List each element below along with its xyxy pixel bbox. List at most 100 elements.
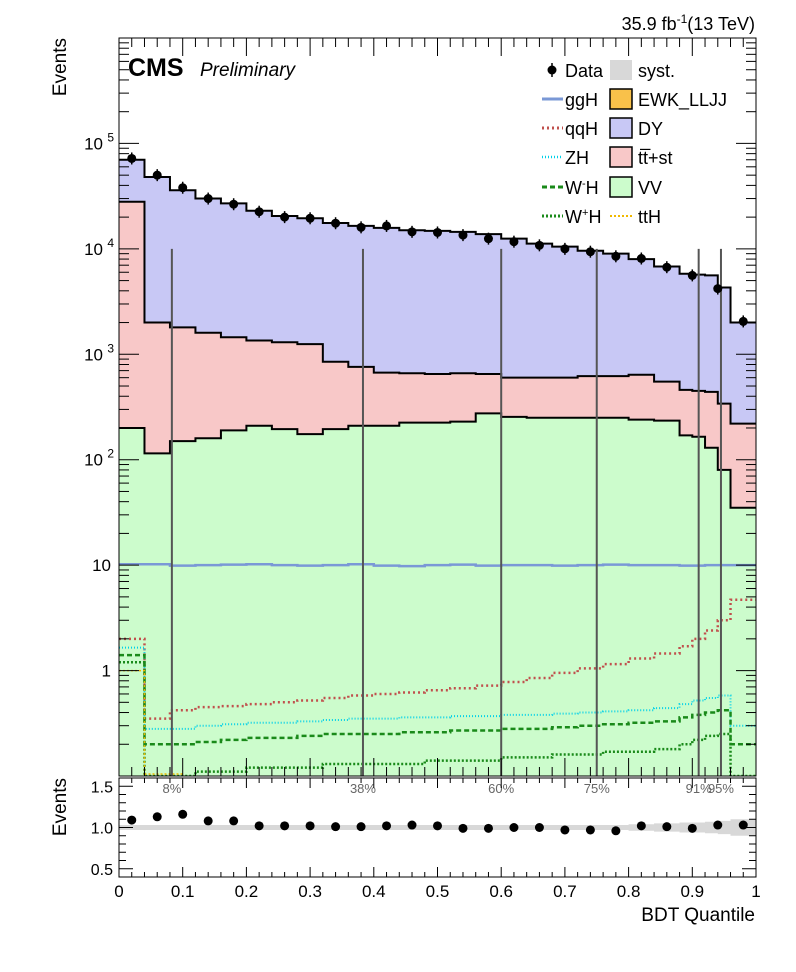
lumi-energy: (13 TeV) bbox=[687, 14, 755, 34]
ratio-point bbox=[152, 812, 162, 822]
vv-fill bbox=[119, 413, 756, 776]
ratio-point bbox=[407, 820, 417, 830]
legend-data-label: Data bbox=[565, 61, 604, 81]
ratio-point bbox=[305, 821, 315, 831]
ratio-point bbox=[178, 809, 188, 819]
legend-wph-label: W+H bbox=[565, 207, 601, 227]
ratio-plot: 0 0.1 0.2 0.3 0.4 0.5 0.6 0.7 0.8 0.9 1 0.5 1.0 1.5 bbox=[91, 777, 761, 901]
legend-syst-label: syst. bbox=[638, 61, 675, 81]
ratio-point bbox=[738, 820, 748, 830]
ratio-point bbox=[203, 816, 213, 826]
cms-label: CMS bbox=[128, 54, 184, 82]
lumi-exponent: -1 bbox=[677, 12, 688, 26]
data-point bbox=[483, 234, 493, 244]
y-tick-label: 10 bbox=[84, 134, 103, 153]
data-point bbox=[254, 207, 264, 217]
lumi-value: 35.9 fb bbox=[622, 14, 677, 34]
ratio-point bbox=[280, 821, 290, 831]
data-point bbox=[433, 227, 442, 237]
ratio-point bbox=[713, 820, 723, 830]
y-tick-label: 10 bbox=[92, 556, 111, 575]
tt-outline bbox=[119, 200, 756, 425]
ratio-point bbox=[458, 823, 468, 833]
ratio-point bbox=[560, 825, 570, 835]
status-label: Preliminary bbox=[200, 60, 297, 81]
legend-qqh-label: qqH bbox=[565, 119, 598, 139]
data-point bbox=[534, 240, 544, 250]
ratio-point bbox=[534, 823, 544, 832]
ratio-point bbox=[331, 822, 341, 832]
ratio-point bbox=[127, 815, 137, 825]
signal-wmh bbox=[119, 653, 756, 746]
ratio-point bbox=[509, 823, 519, 832]
x-tick-label: 1 bbox=[751, 882, 760, 901]
legend-wph-label-sup: + bbox=[582, 207, 588, 219]
x-tick-label: 0.2 bbox=[235, 882, 259, 901]
data-point bbox=[585, 247, 595, 257]
x-tick-label: 0.9 bbox=[680, 882, 704, 901]
data-point bbox=[127, 153, 137, 163]
legend-syst-swatch bbox=[610, 60, 632, 80]
x-tick-label: 0.8 bbox=[617, 882, 641, 901]
data-point bbox=[407, 227, 417, 237]
legend-wmh-label-sup: - bbox=[582, 178, 586, 190]
x-tick-label: 0.1 bbox=[171, 882, 195, 901]
category-label: 60% bbox=[488, 781, 514, 796]
ratio-point bbox=[687, 823, 697, 833]
data-point bbox=[713, 284, 723, 294]
data-point bbox=[738, 316, 748, 326]
data-point bbox=[152, 170, 162, 180]
legend-ggh-label: ggH bbox=[565, 90, 598, 110]
data-point bbox=[356, 222, 366, 232]
y-axis-label: Events bbox=[50, 38, 71, 96]
data-point bbox=[203, 194, 213, 204]
x-tick-label: 0.5 bbox=[426, 882, 450, 901]
ratio-point bbox=[382, 821, 392, 831]
plot-area bbox=[119, 158, 756, 776]
vv-outline bbox=[119, 412, 756, 509]
data-point bbox=[331, 218, 341, 228]
legend-ewk-swatch bbox=[609, 88, 633, 110]
y-tick-exponent: 4 bbox=[107, 236, 114, 250]
ratio-tick-label: 1.0 bbox=[91, 821, 113, 838]
data-point bbox=[662, 262, 672, 272]
ratio-point bbox=[662, 822, 672, 832]
tt-fill bbox=[119, 201, 756, 508]
x-tick-label: 0 bbox=[114, 882, 123, 901]
legend-tt-label: tt̅+st bbox=[638, 148, 673, 168]
x-tick-label: 0.4 bbox=[362, 882, 386, 901]
y-tick-label: 10 bbox=[84, 451, 103, 470]
lumi-label: 35.9 fb-1(13 TeV) bbox=[622, 12, 755, 34]
ratio-point bbox=[483, 823, 493, 833]
y-tick-exponent: 5 bbox=[107, 130, 114, 144]
data-point bbox=[636, 254, 646, 264]
legend-zh-label: ZH bbox=[565, 148, 589, 168]
y-tick-label: 10 bbox=[84, 240, 103, 259]
legend-ttH-label: ttH bbox=[638, 207, 661, 227]
signal-ggh bbox=[119, 562, 756, 568]
ratio-y-axis-label: Events bbox=[50, 778, 71, 836]
y-tick-exponent: 3 bbox=[107, 341, 114, 355]
ratio-point bbox=[611, 826, 621, 836]
data-point bbox=[560, 244, 570, 254]
ratio-point bbox=[254, 821, 264, 831]
legend-wmh-label-suffix: H bbox=[586, 178, 599, 198]
data-point bbox=[611, 251, 621, 261]
ratio-point bbox=[356, 822, 366, 832]
ratio-point bbox=[585, 825, 595, 835]
x-axis-label: BDT Quantile bbox=[641, 905, 755, 926]
legend-wmh-label: W-H bbox=[565, 178, 599, 198]
ratio-tick-label: 1.5 bbox=[91, 779, 113, 796]
data-point bbox=[178, 183, 188, 193]
legend-dy-label: DY bbox=[638, 119, 663, 139]
x-tick-label: 0.6 bbox=[489, 882, 513, 901]
legend-vv-swatch bbox=[609, 176, 633, 198]
signal-qqh bbox=[119, 598, 756, 720]
ratio-tick-label: 0.5 bbox=[91, 862, 113, 879]
data-point bbox=[305, 213, 315, 223]
data-point bbox=[687, 270, 697, 280]
x-tick-label: 0.7 bbox=[553, 882, 577, 901]
x-tick-label: 0.3 bbox=[298, 882, 322, 901]
data-point bbox=[509, 237, 519, 247]
